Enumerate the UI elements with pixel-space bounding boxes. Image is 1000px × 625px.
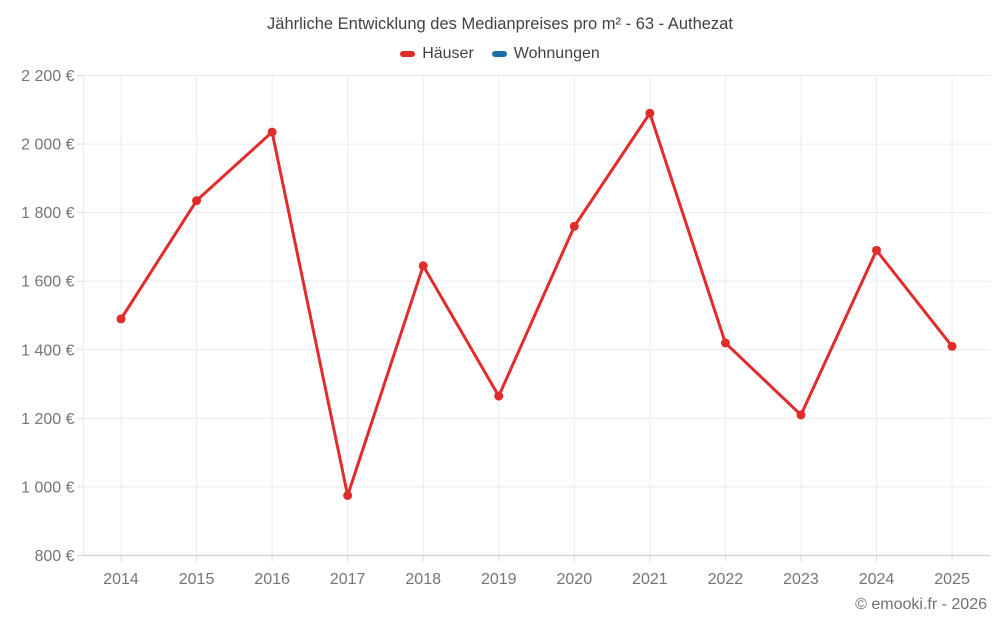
x-axis-label: 2020 [557,571,593,588]
legend-swatch-wohnungen [491,51,507,57]
y-axis-label: 1 000 € [21,479,74,496]
data-point-häuser-2023[interactable] [796,410,806,420]
y-axis-label: 1 200 € [21,411,74,428]
series-line-häuser [119,111,954,497]
legend-item-häuser[interactable]: Häuser [400,45,474,63]
y-axis-label: 1 600 € [21,274,74,291]
legend-label-häuser: Häuser [422,45,474,62]
legend-item-wohnungen[interactable]: Wohnungen [491,45,600,63]
x-axis-label: 2023 [783,571,819,588]
x-axis-label: 2024 [859,571,895,588]
x-axis-label: 2017 [330,571,366,588]
x-axis-label: 2021 [632,571,668,588]
data-point-häuser-2021[interactable] [645,108,655,118]
data-point-häuser-2024[interactable] [872,245,881,255]
copyright-text: © emooki.fr - 2026 [855,596,987,613]
data-point-häuser-2016[interactable] [267,127,277,137]
x-axis-label: 2016 [254,571,290,588]
data-point-häuser-2020[interactable] [569,221,579,231]
data-point-häuser-2022[interactable] [720,338,730,348]
legend-swatch-häuser [400,51,416,57]
data-point-häuser-2019[interactable] [494,391,504,401]
data-point-häuser-2025[interactable] [947,341,957,351]
data-point-häuser-2015[interactable] [192,196,202,206]
x-axis-label: 2015 [179,571,215,588]
y-axis-label: 1 800 € [21,205,74,222]
x-axis-label: 2014 [103,571,139,588]
x-axis-label: 2018 [405,571,441,588]
data-point-häuser-2017[interactable] [343,491,353,500]
chart-title: Jährliche Entwicklung des Medianpreises … [267,15,733,33]
legend-label-wohnungen: Wohnungen [513,45,600,62]
x-axis-label: 2025 [934,571,970,588]
y-axis-label: 2 000 € [21,137,74,154]
x-axis-label: 2022 [708,571,744,588]
data-point-häuser-2014[interactable] [116,314,126,324]
data-point-häuser-2018[interactable] [418,261,428,271]
y-axis-label: 2 200 € [21,68,74,85]
x-axis-label: 2019 [481,571,517,588]
y-axis-label: 1 400 € [21,342,74,359]
y-axis-label: 800 € [34,548,74,565]
chart-legend: Häuser Wohnungen [0,45,1000,63]
